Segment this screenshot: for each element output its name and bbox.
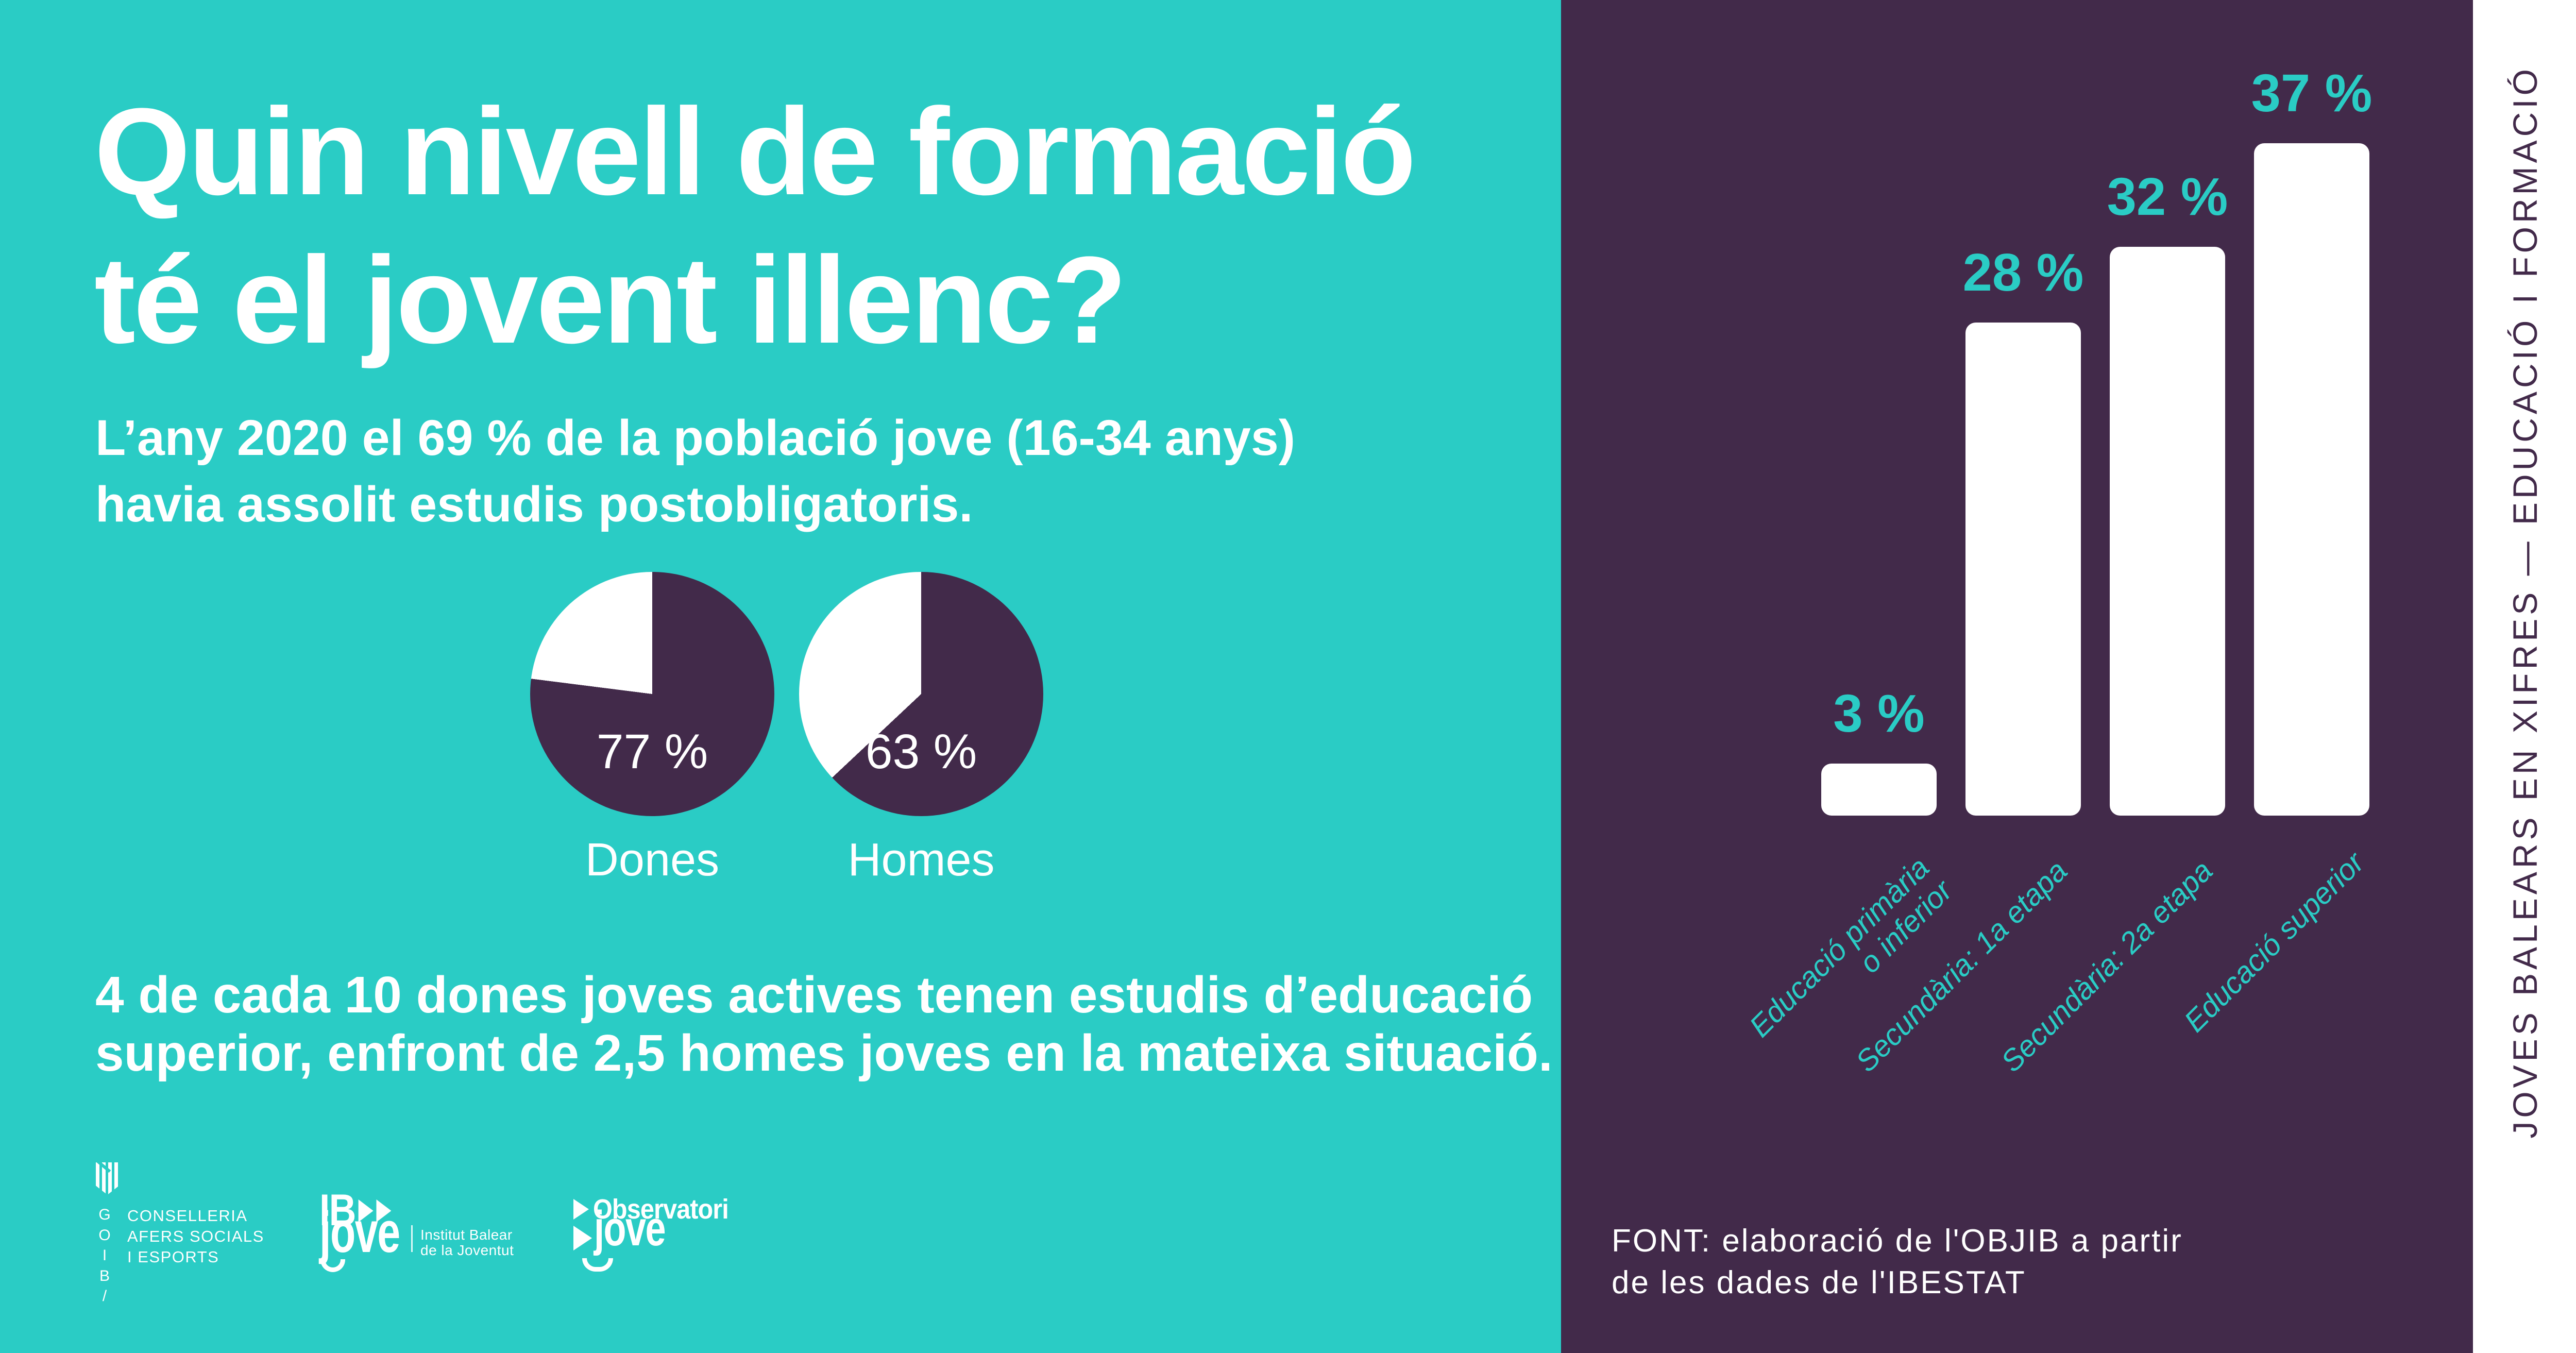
logo-divider xyxy=(411,1225,413,1252)
pie-value-dones: 77 % xyxy=(596,724,708,779)
pie-chart-dones: 77 % xyxy=(530,572,774,816)
goib-letter: O xyxy=(98,1226,111,1244)
ibjove-logo: IB xyxy=(319,1185,392,1236)
series-title: JOVES BALEARS EN XIFRES — EDUCACIÓ I FOR… xyxy=(2505,65,2544,1139)
subtitle-line-2: havia assolit estudis postobligatoris. xyxy=(95,476,973,532)
bar-chart: 3 % Educació primària o inferior 28 % Secund… xyxy=(1743,0,2473,1353)
pie-chart-homes: 63 % xyxy=(799,572,1043,816)
bar-1 xyxy=(1821,764,1937,816)
goib-dept-line: CONSELLERIA xyxy=(127,1207,248,1225)
bar-value-label: 3 % xyxy=(1833,684,1925,743)
smile-icon xyxy=(582,1258,613,1272)
statement-line-1: 4 de cada 10 dones joves actives tenen e… xyxy=(95,966,1533,1024)
bar-category-label: Educació primària o inferior xyxy=(1743,851,1959,1044)
observatori-jove-text: jove xyxy=(594,1201,666,1256)
page-title: Quin nivell de formació té el jovent ill… xyxy=(94,77,1416,374)
goib-department: CONSELLERIA AFERS SOCIALS I ESPORTS xyxy=(127,1206,264,1267)
goib-dept-line: AFERS SOCIALS xyxy=(127,1227,264,1245)
ibjove-ib-text: IB xyxy=(319,1186,356,1235)
ibjove-org-line: Institut Balear xyxy=(420,1227,513,1243)
bar-4 xyxy=(2254,143,2369,816)
observatori-logo: Observatori xyxy=(573,1193,743,1225)
play-arrow-icon xyxy=(376,1199,392,1222)
goib-letter: G xyxy=(98,1206,111,1223)
pie-label-dones: Dones xyxy=(585,834,720,886)
source-line: de les dades de l'IBESTAT xyxy=(1612,1265,2026,1300)
bar-2 xyxy=(1965,323,2081,816)
goib-letters: G O I B / xyxy=(96,1205,113,1307)
ibjove-jove-text: jove xyxy=(319,1200,400,1264)
subtitle-line-1: L’any 2020 el 69 % de la població jove (… xyxy=(95,410,1296,466)
side-strip: JOVES BALEARS EN XIFRES — EDUCACIÓ I FOR… xyxy=(2473,0,2576,1353)
bar-value-label: 28 % xyxy=(1962,243,2084,302)
observatori-jove: jove xyxy=(573,1204,689,1254)
ibjove-org-name: Institut Balear de la Joventut xyxy=(420,1227,514,1258)
title-line-1: Quin nivell de formació xyxy=(94,82,1416,221)
key-statement: 4 de cada 10 dones joves actives tenen e… xyxy=(95,966,1553,1083)
subtitle: L’any 2020 el 69 % de la població jove (… xyxy=(95,404,1295,537)
bar-value-label: 37 % xyxy=(2251,63,2372,123)
pie-label-homes: Homes xyxy=(848,834,995,886)
goib-letter: B xyxy=(99,1267,110,1284)
goib-dept-line: I ESPORTS xyxy=(127,1248,219,1266)
statement-line-2: superior, enfront de 2,5 homes joves en … xyxy=(95,1024,1553,1082)
left-panel: Quin nivell de formació té el jovent ill… xyxy=(0,0,1561,1353)
goib-flag-icon xyxy=(96,1162,119,1195)
ibjove-org-line: de la Joventut xyxy=(420,1242,514,1258)
bar-value-label: 32 % xyxy=(2107,167,2228,226)
title-line-2: té el jovent illenc? xyxy=(94,231,1127,369)
play-arrow-icon xyxy=(573,1226,592,1250)
right-panel: 3 % Educació primària o inferior 28 % Secund… xyxy=(1561,0,2473,1353)
play-arrow-icon xyxy=(573,1199,589,1220)
observatori-text: Observatori xyxy=(593,1194,729,1225)
source-note: FONT: elaboració de l'OBJIB a partir de … xyxy=(1612,1220,2183,1304)
play-arrow-icon xyxy=(358,1199,374,1222)
goib-letter: I xyxy=(102,1247,107,1264)
goib-letter: / xyxy=(102,1288,107,1305)
pie-value-homes: 63 % xyxy=(865,724,977,779)
bar-3 xyxy=(2110,247,2225,816)
smile-icon xyxy=(320,1259,345,1272)
source-line: FONT: elaboració de l'OBJIB a partir xyxy=(1612,1223,2183,1259)
